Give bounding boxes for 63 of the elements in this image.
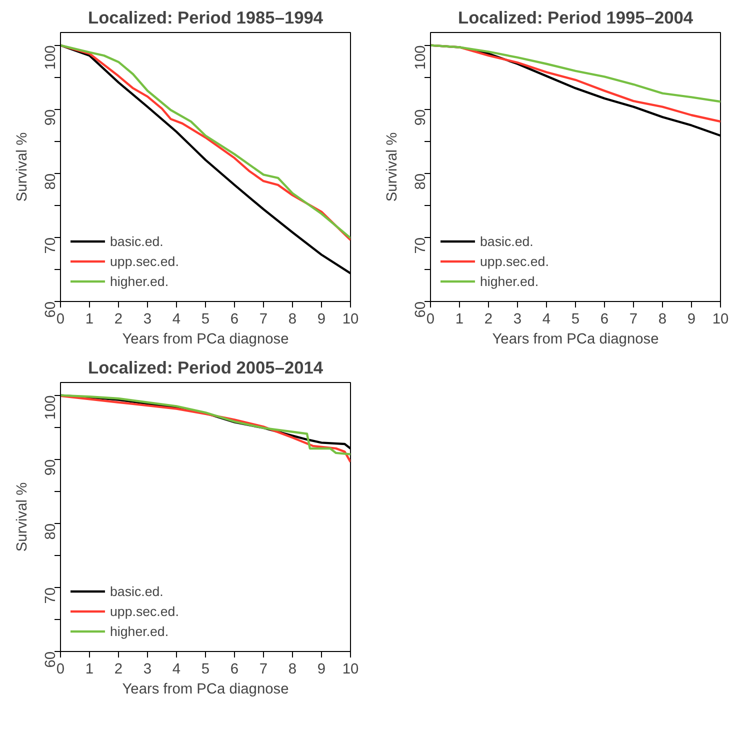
legend-label: higher.ed. xyxy=(480,274,539,288)
y-axis-title: Survival % xyxy=(14,482,30,552)
legend-label: basic.ed. xyxy=(110,234,164,248)
y-tick-label: 90 xyxy=(413,109,429,126)
chart-title: Localized: Period 2005–2014 xyxy=(88,358,324,378)
x-tick-label: 3 xyxy=(143,662,152,678)
chart-title: Localized: Period 1985–1994 xyxy=(88,8,324,28)
x-tick-label: 7 xyxy=(629,312,638,328)
x-tick-label: 0 xyxy=(56,312,65,328)
x-tick-label: 8 xyxy=(658,312,667,328)
x-tick-label: 2 xyxy=(114,312,123,328)
x-tick-label: 8 xyxy=(288,312,297,328)
x-tick-label: 6 xyxy=(600,312,609,328)
y-tick-label: 70 xyxy=(43,587,59,604)
y-axis-title: Survival % xyxy=(384,132,400,202)
x-tick-label: 8 xyxy=(288,662,297,678)
x-tick-label: 4 xyxy=(172,662,181,678)
x-tick-label: 9 xyxy=(687,312,696,328)
x-tick-label: 9 xyxy=(317,662,326,678)
x-tick-label: 9 xyxy=(317,312,326,328)
y-tick-label: 80 xyxy=(413,173,429,190)
y-tick-label: 80 xyxy=(43,523,59,540)
legend-label: higher.ed. xyxy=(110,624,169,638)
x-tick-label: 5 xyxy=(201,662,210,678)
legend-label: basic.ed. xyxy=(480,234,534,248)
x-tick-label: 3 xyxy=(513,312,522,328)
x-tick-label: 3 xyxy=(143,312,152,328)
x-tick-label: 10 xyxy=(712,312,729,328)
x-tick-label: 6 xyxy=(230,662,239,678)
x-tick-label: 10 xyxy=(342,662,359,678)
x-axis-title: Years from PCa diagnose xyxy=(492,332,659,348)
x-tick-label: 5 xyxy=(571,312,580,328)
x-tick-label: 7 xyxy=(259,662,268,678)
legend-label: upp.sec.ed. xyxy=(480,254,549,268)
y-tick-label: 90 xyxy=(43,109,59,126)
y-axis-title: Survival % xyxy=(14,132,30,202)
x-tick-label: 5 xyxy=(201,312,210,328)
legend-label: upp.sec.ed. xyxy=(110,604,179,618)
y-tick-label: 100 xyxy=(413,45,429,70)
y-tick-label: 70 xyxy=(43,237,59,254)
y-tick-label: 100 xyxy=(43,395,59,420)
y-tick-label: 70 xyxy=(413,237,429,254)
x-tick-label: 1 xyxy=(85,312,94,328)
x-tick-label: 1 xyxy=(85,662,94,678)
x-tick-label: 2 xyxy=(114,662,123,678)
x-tick-label: 4 xyxy=(542,312,551,328)
x-tick-label: 1 xyxy=(455,312,464,328)
x-tick-label: 7 xyxy=(259,312,268,328)
legend-label: higher.ed. xyxy=(110,274,169,288)
y-tick-label: 100 xyxy=(43,45,59,70)
x-tick-label: 10 xyxy=(342,312,359,328)
legend-label: upp.sec.ed. xyxy=(110,254,179,268)
x-tick-label: 2 xyxy=(484,312,493,328)
x-tick-label: 6 xyxy=(230,312,239,328)
y-tick-label: 90 xyxy=(43,459,59,476)
x-axis-title: Years from PCa diagnose xyxy=(122,332,289,348)
x-tick-label: 0 xyxy=(426,312,435,328)
chart-title: Localized: Period 1995–2004 xyxy=(458,8,694,28)
x-tick-label: 0 xyxy=(56,662,65,678)
legend-label: basic.ed. xyxy=(110,584,164,598)
x-tick-label: 4 xyxy=(172,312,181,328)
y-tick-label: 80 xyxy=(43,173,59,190)
x-axis-title: Years from PCa diagnose xyxy=(122,682,289,698)
